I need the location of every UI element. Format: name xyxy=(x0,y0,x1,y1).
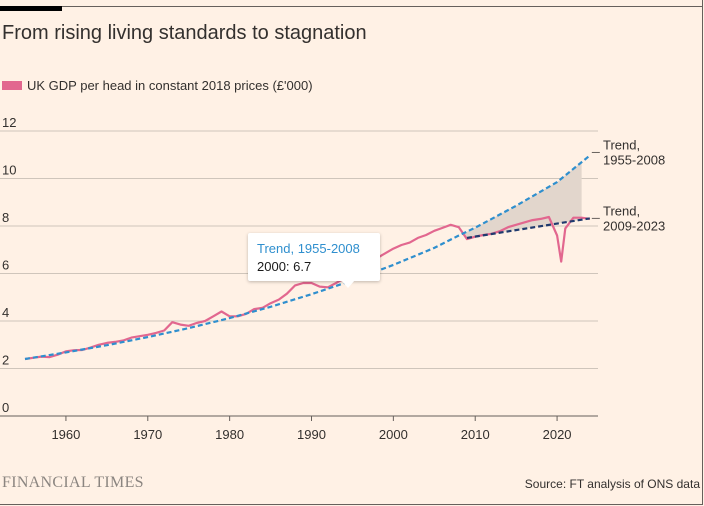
tooltip: Trend, 1955-2008 2000: 6.7 xyxy=(248,233,380,288)
y-tick-label: 0 xyxy=(2,400,9,415)
y-tick-label: 12 xyxy=(2,115,16,130)
annotation-trend-2009-2023-years: 2009-2023 xyxy=(603,218,665,233)
trend-2009-2023-line xyxy=(466,217,590,239)
y-tick-label: 2 xyxy=(2,353,9,368)
x-tick-label: 2000 xyxy=(379,427,408,442)
top-rule xyxy=(62,6,702,7)
x-tick-label: 1990 xyxy=(297,427,326,442)
x-tick-label: 2020 xyxy=(543,427,572,442)
x-tick-label: 1970 xyxy=(133,427,162,442)
legend-swatch xyxy=(2,81,22,90)
source-note: Source: FT analysis of ONS data xyxy=(524,477,700,491)
tooltip-series: Trend, 1955-2008 xyxy=(257,241,360,256)
trend-1955-2008-line xyxy=(24,154,591,361)
y-tick-label: 4 xyxy=(2,305,9,320)
gdp-per-head-line xyxy=(24,215,590,361)
y-tick-label: 8 xyxy=(2,210,9,225)
y-tick-label: 10 xyxy=(2,163,16,178)
annotation-trend-1955-2008: Trend, xyxy=(603,137,640,152)
annotation-trend-2009-2023: Trend, xyxy=(603,203,640,218)
chart-title: From rising living standards to stagnati… xyxy=(2,22,367,44)
x-tick-label: 2010 xyxy=(461,427,490,442)
tooltip-value: 2000: 6.7 xyxy=(257,259,312,274)
x-tick-label: 1960 xyxy=(51,427,80,442)
legend-label: UK GDP per head in constant 2018 prices … xyxy=(27,78,313,93)
y-tick-label: 6 xyxy=(2,258,9,273)
annotation-trend-1955-2008-years: 1955-2008 xyxy=(603,152,665,167)
x-tick-label: 1980 xyxy=(215,427,244,442)
ft-logo-text: FINANCIAL TIMES xyxy=(2,474,144,491)
ft-top-bar xyxy=(0,6,62,11)
tooltip-pointer xyxy=(341,280,355,288)
legend: UK GDP per head in constant 2018 prices … xyxy=(2,78,313,93)
